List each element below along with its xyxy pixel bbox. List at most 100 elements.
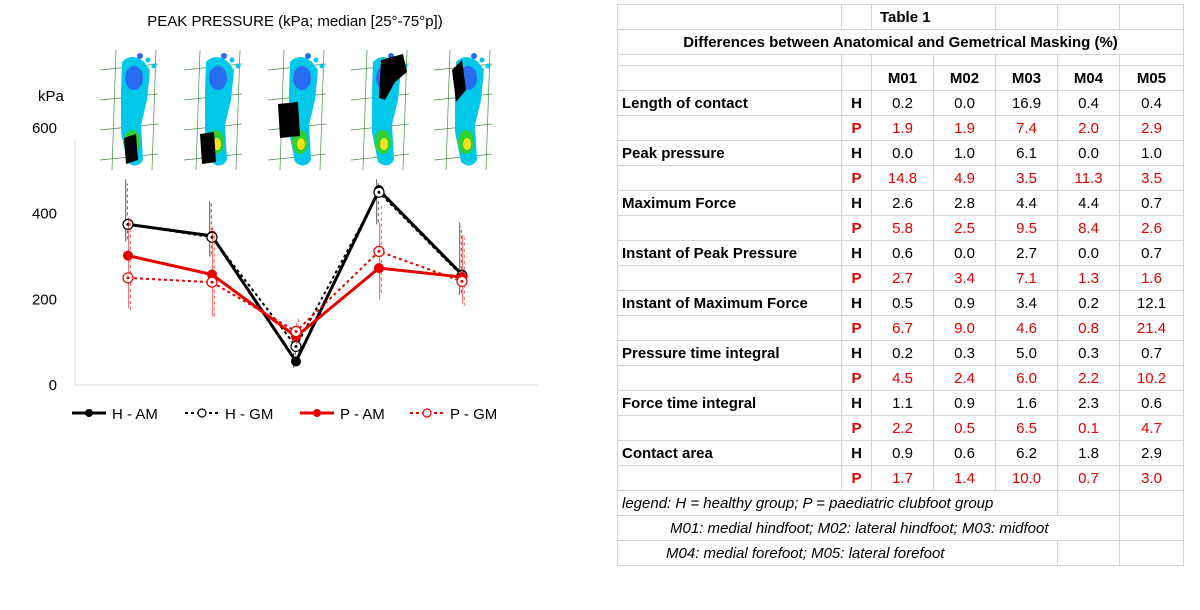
table-cell: 0.0	[871, 140, 934, 166]
parameter-label: Maximum Force	[617, 190, 842, 216]
legend-label: H - GM	[225, 406, 273, 423]
group-label: P	[841, 115, 872, 141]
table-cell: 0.5	[932, 415, 997, 441]
data-point	[123, 250, 133, 261]
table-cell: 9.5	[995, 215, 1059, 241]
legend-groups: legend: H = healthy group; P = paediatri…	[616, 490, 1059, 516]
table-cell: 0.9	[871, 440, 934, 466]
column-header: M01	[871, 65, 934, 91]
table-cell: 0.2	[871, 90, 934, 116]
table-cell: 5.8	[871, 215, 934, 241]
data-point	[374, 263, 384, 274]
group-label: H	[841, 190, 872, 216]
table-cell: 0.9	[932, 390, 997, 416]
table-row: P 4.5 2.4 6.0 2.2 10.2	[617, 365, 1185, 391]
table-row: P 1.7 1.4 10.0 0.7 3.0	[617, 465, 1185, 491]
table-cell: 1.1	[871, 390, 934, 416]
table-cell: 0.7	[1057, 465, 1121, 491]
data-point-center	[126, 276, 130, 280]
data-point-center	[210, 280, 214, 284]
y-tick-label: 200	[32, 291, 57, 308]
table-row: P 5.8 2.5 9.5 8.4 2.6	[617, 215, 1185, 241]
y-axis-label: kPa	[38, 88, 65, 105]
legend-areas-2: M04: medial forefoot; M05: lateral foref…	[616, 540, 1059, 566]
table-cell: 1.7	[871, 465, 934, 491]
table-cell: 0.4	[1057, 90, 1121, 116]
table-cell: 1.6	[1119, 265, 1185, 291]
table-cell: 0.6	[871, 240, 934, 266]
column-header: M03	[995, 65, 1059, 91]
data-point-center	[294, 344, 298, 348]
data-point-center	[377, 190, 381, 194]
table-cell: 16.9	[995, 90, 1059, 116]
column-header: M04	[1057, 65, 1121, 91]
table-cell: 6.1	[995, 140, 1059, 166]
foot-pressure-map-m02	[183, 49, 243, 171]
table-cell: 0.0	[1057, 140, 1121, 166]
y-tick-label: 600	[32, 120, 57, 137]
table-cell: 0.0	[932, 240, 997, 266]
table-cell: 4.4	[1057, 190, 1121, 216]
legend-marker	[85, 409, 93, 417]
data-point-center	[294, 329, 298, 333]
table-cell: 9.0	[932, 315, 997, 341]
table-cell: 6.2	[995, 440, 1059, 466]
table-cell: 12.1	[1119, 290, 1185, 316]
series-line-p-gm	[127, 250, 463, 333]
foot-pressure-map-m05	[433, 49, 493, 171]
table-subtitle: Differences between Anatomical and Gemet…	[616, 29, 1185, 55]
table-cell: 2.2	[1057, 365, 1121, 391]
group-label: H	[841, 390, 872, 416]
table-row: P 2.2 0.5 6.5 0.1 4.7	[617, 415, 1185, 441]
legend-label: H - AM	[112, 406, 158, 423]
parameter-label: Pressure time integral	[617, 340, 842, 366]
table-cell: 0.3	[1057, 340, 1121, 366]
group-label: H	[841, 240, 872, 266]
differences-table: Table 1 Differences between Anatomical a…	[616, 4, 1185, 566]
table-cell: 3.5	[1119, 165, 1185, 191]
table-cell: 1.9	[871, 115, 934, 141]
table-cell: 10.0	[995, 465, 1059, 491]
y-tick-label: 400	[32, 206, 57, 223]
data-point-center	[460, 279, 464, 283]
table-cell: 4.4	[995, 190, 1059, 216]
parameter-label: Instant of Peak Pressure	[617, 240, 842, 266]
table-cell: 3.4	[932, 265, 997, 291]
table-cell: 2.3	[1057, 390, 1121, 416]
group-label: P	[841, 265, 872, 291]
table-cell: 2.6	[871, 190, 934, 216]
series-line-h-gm	[127, 190, 463, 349]
table-cell: 2.9	[1119, 115, 1185, 141]
table-cell: 8.4	[1057, 215, 1121, 241]
table-cell: 0.7	[1119, 340, 1185, 366]
table-cell: 6.7	[871, 315, 934, 341]
table-cell: 1.0	[1119, 140, 1185, 166]
group-label: P	[841, 415, 872, 441]
table-cell: 0.3	[932, 340, 997, 366]
table-cell: 4.9	[932, 165, 997, 191]
foot-pressure-map-m01	[99, 49, 159, 171]
table-cell: 0.7	[1119, 190, 1185, 216]
peak-pressure-chart: PEAK PRESSURE (kPa; median [25°-75°p]) kP…	[0, 0, 560, 610]
column-header: M05	[1119, 65, 1185, 91]
table-cell: 21.4	[1119, 315, 1185, 341]
table-cell: 4.7	[1119, 415, 1185, 441]
table-cell: 2.5	[932, 215, 997, 241]
table-row: P 1.9 1.9 7.4 2.0 2.9	[617, 115, 1185, 141]
legend-marker	[422, 408, 432, 418]
table-cell: 3.5	[995, 165, 1059, 191]
foot-pressure-map-m03	[267, 49, 327, 171]
table-cell: 2.7	[995, 240, 1059, 266]
table-cell: 4.5	[871, 365, 934, 391]
table-cell: 5.0	[995, 340, 1059, 366]
table-cell: 0.2	[871, 340, 934, 366]
table-cell: 0.4	[1119, 90, 1185, 116]
table-cell: 0.6	[1119, 390, 1185, 416]
table-cell: 1.0	[932, 140, 997, 166]
foot-pressure-map-m04	[350, 49, 410, 171]
data-point-center	[377, 249, 381, 253]
table-cell: 0.0	[932, 90, 997, 116]
column-header: M02	[932, 65, 997, 91]
table-row: Contact area H 0.9 0.6 6.2 1.8 2.9	[617, 440, 1185, 466]
parameter-label: Length of contact	[617, 90, 842, 116]
